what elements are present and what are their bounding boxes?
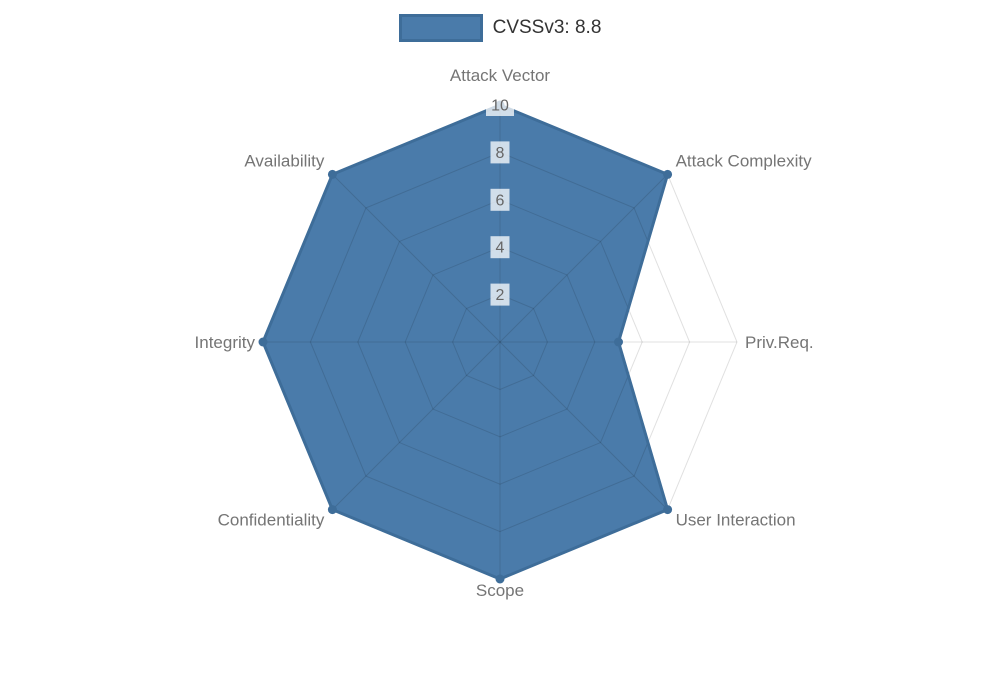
axis-label-confidentiality: Confidentiality (218, 511, 325, 530)
tick-label: 4 (496, 240, 505, 257)
tick-backdrop (490, 236, 510, 259)
axis-label-scope: Scope (476, 581, 524, 600)
tick-backdrop (490, 141, 510, 164)
tick-label: 2 (496, 287, 505, 304)
data-point[interactable] (258, 337, 268, 347)
tick-label: 10 (491, 98, 509, 115)
legend-swatch (398, 14, 483, 42)
data-point[interactable] (663, 169, 673, 179)
grid-ring (452, 294, 548, 390)
axis-spoke (499, 341, 668, 510)
axis-label-availability: Availability (244, 151, 325, 170)
axis-label-user-interaction: User Interaction (676, 511, 796, 530)
axis-label-integrity: Integrity (195, 333, 256, 352)
axis-label-attack-complexity: Attack Complexity (676, 151, 813, 170)
axis-spoke (499, 174, 668, 343)
chart-legend-item[interactable]: CVSSv3: 8.8 (0, 14, 1000, 42)
data-point[interactable] (327, 505, 337, 515)
grid-ring (404, 246, 596, 438)
grid-ring (357, 199, 643, 485)
grid-ring (309, 151, 691, 533)
axis-label-priv-req-: Priv.Req. (745, 333, 814, 352)
tick-label: 6 (496, 192, 505, 209)
dataset-area (263, 105, 668, 579)
tick-backdrop (490, 283, 510, 306)
data-point[interactable] (614, 337, 623, 347)
data-point[interactable] (495, 574, 505, 584)
legend-label: CVSSv3: 8.8 (492, 17, 602, 38)
tick-backdrop (490, 188, 510, 211)
data-point[interactable] (327, 169, 337, 179)
data-point[interactable] (663, 505, 673, 515)
tick-label: 8 (496, 145, 505, 162)
axis-spoke (332, 341, 501, 510)
tick-backdrop (486, 94, 514, 116)
axis-label-attack-vector: Attack Vector (450, 66, 550, 85)
axis-spoke (332, 174, 501, 343)
